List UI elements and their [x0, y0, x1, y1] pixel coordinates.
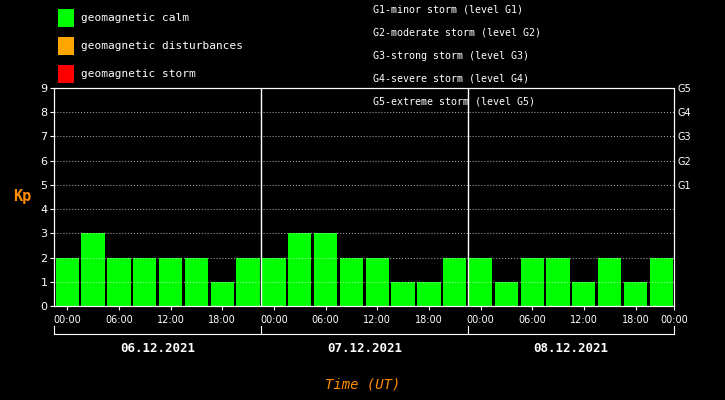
- Bar: [624, 282, 647, 306]
- Bar: [572, 282, 595, 306]
- Bar: [107, 258, 130, 306]
- Text: G2-moderate storm (level G2): G2-moderate storm (level G2): [373, 28, 542, 38]
- Bar: [340, 258, 363, 306]
- Text: G3-strong storm (level G3): G3-strong storm (level G3): [373, 51, 529, 61]
- Text: geomagnetic disturbances: geomagnetic disturbances: [81, 41, 243, 51]
- Bar: [133, 258, 157, 306]
- Text: G4-severe storm (level G4): G4-severe storm (level G4): [373, 74, 529, 84]
- Bar: [443, 258, 466, 306]
- Text: G5-extreme storm (level G5): G5-extreme storm (level G5): [373, 96, 535, 106]
- Bar: [494, 282, 518, 306]
- Bar: [288, 233, 311, 306]
- Text: 07.12.2021: 07.12.2021: [327, 342, 402, 354]
- Text: geomagnetic storm: geomagnetic storm: [81, 69, 196, 79]
- Bar: [418, 282, 441, 306]
- Text: Kp: Kp: [12, 190, 31, 204]
- Bar: [650, 258, 673, 306]
- Text: Time (UT): Time (UT): [325, 377, 400, 391]
- Bar: [365, 258, 389, 306]
- Bar: [81, 233, 104, 306]
- Text: 08.12.2021: 08.12.2021: [534, 342, 608, 354]
- Bar: [598, 258, 621, 306]
- Bar: [314, 233, 337, 306]
- Bar: [185, 258, 208, 306]
- Text: 06.12.2021: 06.12.2021: [120, 342, 195, 354]
- Bar: [56, 258, 79, 306]
- Text: geomagnetic calm: geomagnetic calm: [81, 13, 189, 23]
- Text: G1-minor storm (level G1): G1-minor storm (level G1): [373, 5, 523, 15]
- Bar: [236, 258, 260, 306]
- Bar: [547, 258, 570, 306]
- Bar: [159, 258, 182, 306]
- Bar: [521, 258, 544, 306]
- Bar: [211, 282, 234, 306]
- Bar: [392, 282, 415, 306]
- Bar: [262, 258, 286, 306]
- Bar: [469, 258, 492, 306]
